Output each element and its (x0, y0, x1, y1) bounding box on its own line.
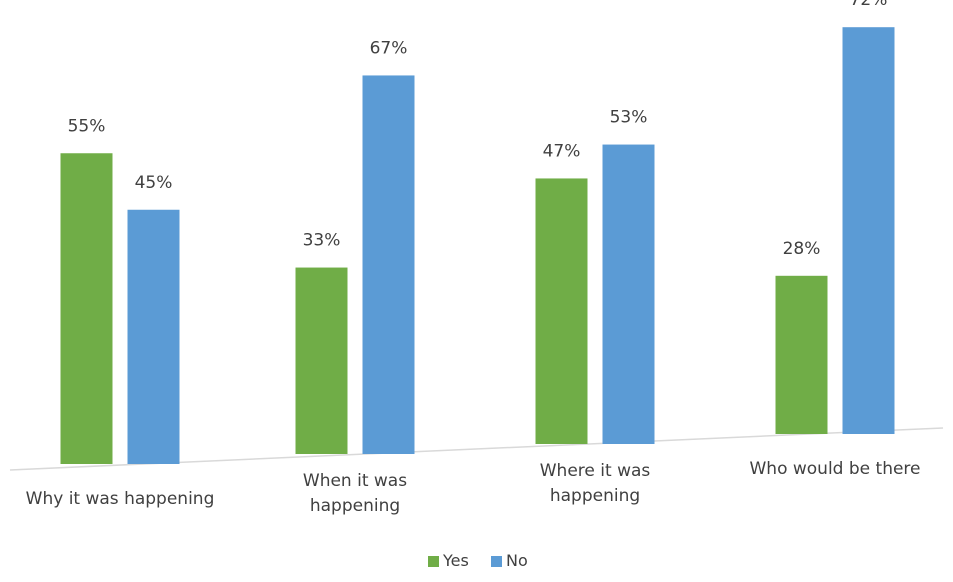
legend-label-no: No (506, 551, 528, 570)
legend-label-yes: Yes (442, 551, 469, 570)
category-label-2: When it was happening (303, 471, 407, 516)
category-labels-layer: Why it was happening When it was happening… (26, 459, 921, 516)
bar-yes-1 (60, 153, 113, 464)
bar-yes-3 (535, 178, 588, 444)
data-label-yes-3: 47% (543, 141, 581, 161)
category-label-3: Where it was happening (540, 461, 651, 506)
data-label-yes-4: 28% (783, 239, 821, 259)
bar-no-4 (842, 27, 895, 434)
bar-no-1 (127, 209, 180, 464)
data-label-no-1: 45% (135, 173, 173, 193)
data-label-yes-2: 33% (303, 231, 341, 251)
category-label-line: Why it was happening (26, 489, 215, 509)
bar-yes-2 (295, 267, 348, 454)
legend-swatch-no (491, 556, 502, 567)
category-label-line: Where it was (540, 461, 651, 481)
category-label-4: Who would be there (749, 459, 920, 479)
data-labels-layer: 55% 45% 33% 67% 47% 53% 28% 72% (68, 0, 888, 259)
bar-yes-4 (775, 275, 828, 434)
bars-layer (60, 27, 895, 464)
data-label-yes-1: 55% (68, 116, 106, 136)
category-label-line: happening (310, 496, 400, 516)
legend-swatch-yes (428, 556, 439, 567)
category-label-1: Why it was happening (26, 489, 215, 509)
category-label-line: When it was (303, 471, 407, 491)
bar-no-2 (362, 75, 415, 454)
data-label-no-3: 53% (610, 108, 648, 128)
data-label-no-4: 72% (850, 0, 888, 10)
bar-no-3 (602, 144, 655, 445)
category-label-line: happening (550, 486, 640, 506)
data-label-no-2: 67% (370, 38, 408, 58)
category-label-line: Who would be there (749, 459, 920, 479)
legend: Yes No (428, 551, 528, 570)
